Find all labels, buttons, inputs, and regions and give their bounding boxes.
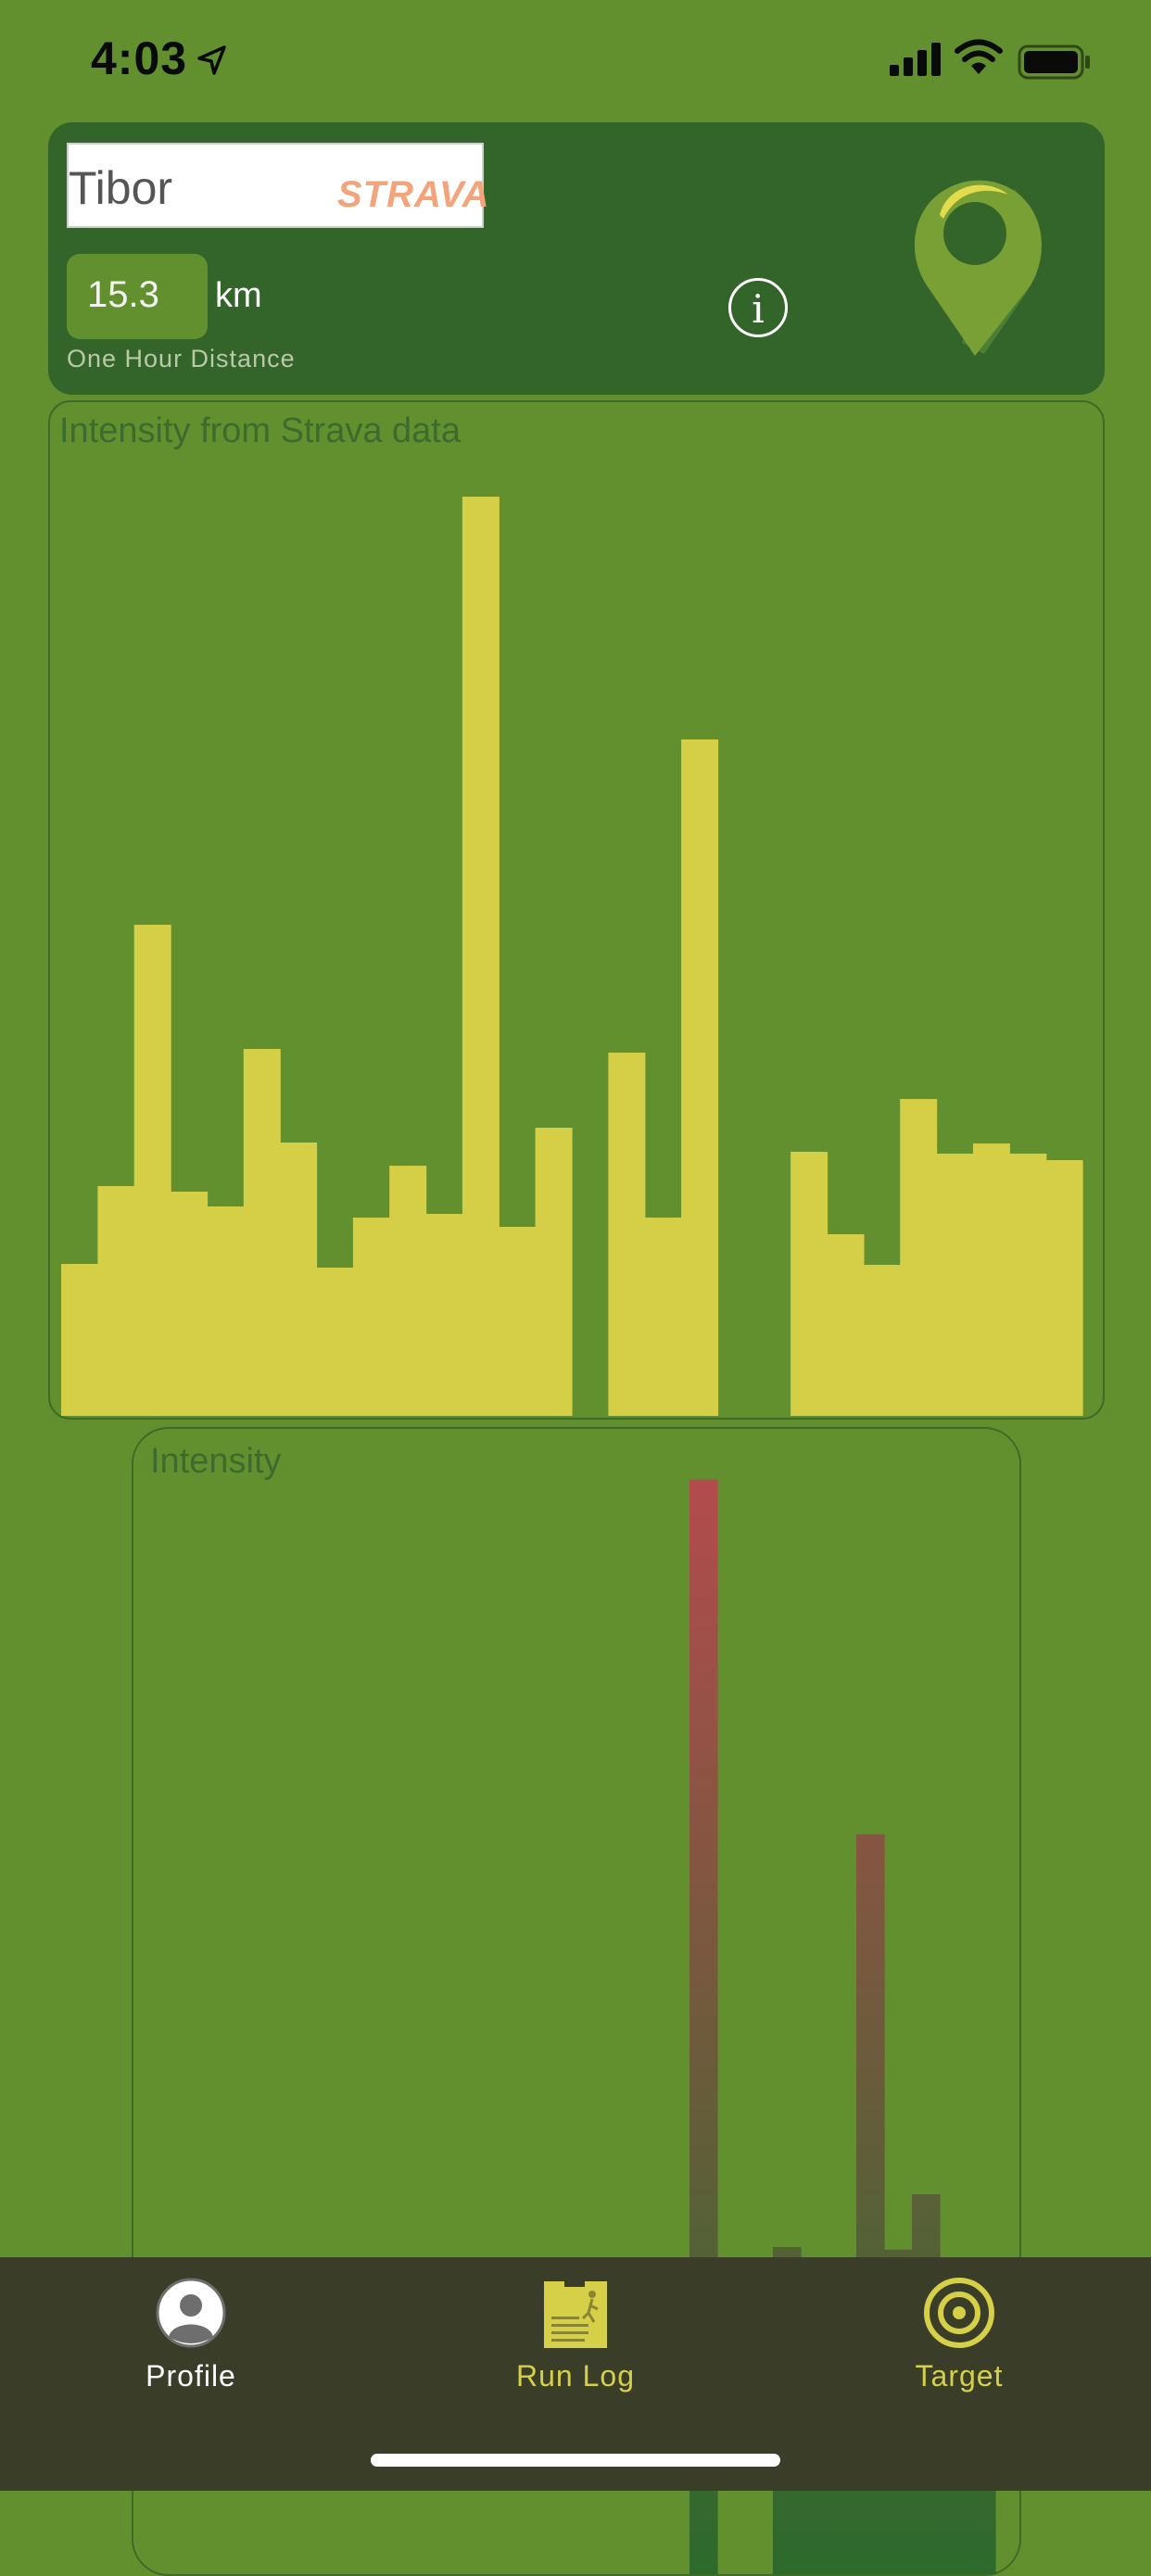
chart-bar: [644, 1218, 682, 1416]
map-pin-icon[interactable]: [892, 161, 1058, 365]
chart-bar: [499, 1227, 537, 1416]
one-hour-distance-value: 15.3: [87, 274, 159, 315]
battery-icon: [1018, 44, 1090, 80]
chart-bar: [1045, 1160, 1083, 1416]
tab-label: Target: [915, 2359, 1004, 2393]
profile-icon: [156, 2278, 226, 2348]
strava-intensity-plot: [61, 497, 1083, 1416]
chart-bar: [900, 1099, 938, 1416]
chart-bar: [133, 925, 171, 1416]
tab-label: Profile: [145, 2359, 236, 2393]
chart-bar: [608, 1053, 646, 1416]
tab-bar: Profile Run Log Target: [0, 2257, 1151, 2491]
chart-bar: [827, 1234, 865, 1416]
chart-bar: [1009, 1154, 1047, 1416]
athlete-name-box[interactable]: Tibor STRAVA: [67, 143, 489, 228]
tab-run-log[interactable]: Run Log: [436, 2257, 715, 2415]
run-log-icon: [544, 2278, 607, 2348]
chart-bar: [425, 1214, 463, 1416]
wifi-icon: [955, 39, 1003, 74]
one-hour-distance-label: One Hour Distance: [67, 345, 296, 373]
chart-bar: [280, 1143, 318, 1416]
chart-title: Intensity: [150, 1442, 282, 1481]
chart-title: Intensity from Strava data: [59, 411, 461, 450]
tab-label: Run Log: [516, 2359, 635, 2393]
profile-card: Tibor STRAVA 15.3 km One Hour Distance i: [48, 122, 1105, 395]
chart-bar: [791, 1152, 828, 1416]
info-icon[interactable]: i: [728, 278, 788, 337]
chart-bar: [462, 497, 500, 1416]
home-indicator: [371, 2454, 780, 2467]
chart-bar: [389, 1166, 427, 1416]
one-hour-distance-field[interactable]: 15.3: [67, 254, 208, 339]
chart-bar: [863, 1265, 901, 1416]
chart-bar: [936, 1154, 974, 1416]
athlete-name: Tibor: [69, 162, 173, 214]
status-time: 4:03: [91, 32, 188, 84]
chart-bar: [352, 1218, 390, 1416]
chart-bar: [61, 1264, 98, 1416]
cellular-signal-icon: [890, 43, 941, 76]
chart-bar: [243, 1049, 281, 1416]
chart-bar: [171, 1192, 209, 1416]
target-icon: [924, 2278, 994, 2348]
distance-unit: km: [215, 276, 262, 315]
strava-intensity-chart: Intensity from Strava data: [48, 400, 1105, 1420]
chart-bar: [97, 1186, 135, 1416]
chart-bar: [207, 1206, 245, 1416]
location-arrow-icon: [197, 45, 226, 75]
chart-bar: [535, 1128, 573, 1416]
status-bar: 4:03: [0, 0, 1151, 120]
strava-logo: STRAVA: [337, 174, 490, 215]
chart-bar: [316, 1268, 354, 1416]
chart-bar: [972, 1143, 1010, 1416]
tab-target[interactable]: Target: [820, 2257, 1098, 2415]
tab-profile[interactable]: Profile: [52, 2257, 330, 2415]
chart-bar: [681, 739, 719, 1416]
